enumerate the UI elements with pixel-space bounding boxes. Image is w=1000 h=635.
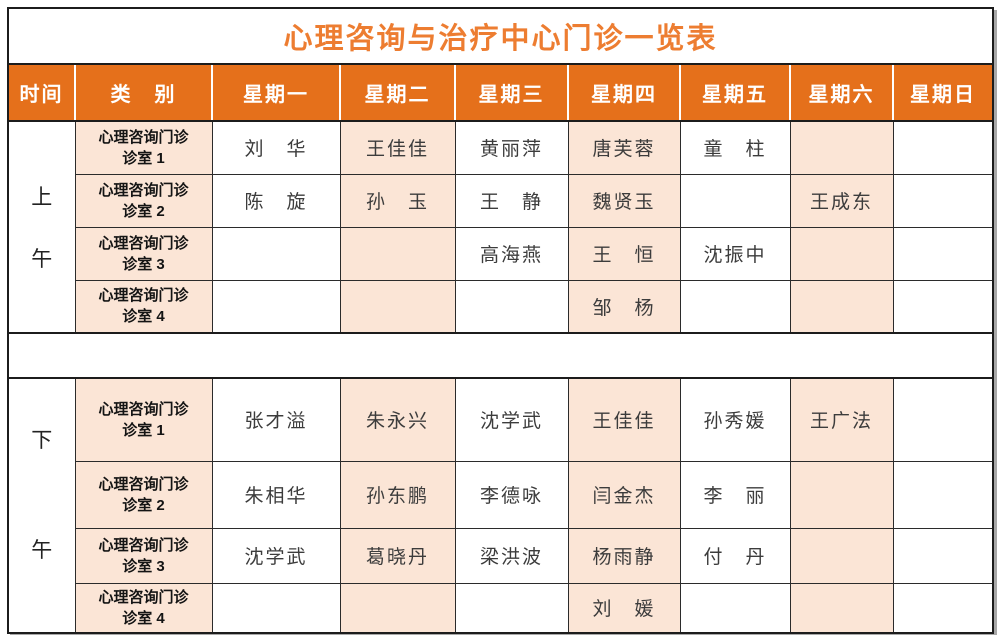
schedule-cell: 沈学武 (454, 377, 569, 462)
schedule-cell (892, 460, 994, 529)
schedule-cell: 李德咏 (454, 460, 569, 529)
table-row-morning-2: 心理咨询门诊 诊室 2 陈 旋 孙 玉 王 静 魏贤玉 王成东 (8, 173, 994, 228)
room-cell: 心理咨询门诊 诊室 1 (74, 120, 213, 175)
table-row-afternoon-1: 下 午 心理咨询门诊 诊室 1 张才溢 朱永兴 沈学武 王佳佳 孙秀媛 王广法 (7, 377, 994, 634)
schedule-cell: 王 静 (454, 173, 569, 228)
schedule-cell: 高海燕 (454, 226, 569, 281)
room-cell: 心理咨询门诊 诊室 2 (74, 173, 213, 228)
schedule-cell: 梁洪波 (454, 527, 569, 584)
room-cell: 心理咨询门诊 诊室 4 (74, 279, 213, 334)
schedule-cell: 王佳佳 (339, 120, 456, 175)
page-title: 心理咨询与治疗中心门诊一览表 (283, 23, 718, 55)
schedule-cell (892, 527, 994, 584)
schedule-table: 心理咨询与治疗中心门诊一览表 时间 类 别 星期一 星期二 星期三 星期四 星期… (6, 7, 995, 634)
schedule-cell (339, 226, 456, 281)
schedule-cell (679, 173, 791, 228)
room-cell: 心理咨询门诊 诊室 1 (74, 377, 213, 462)
schedule-cell: 闫金杰 (567, 460, 681, 529)
schedule-cell (211, 226, 341, 281)
schedule-cell: 朱相华 (211, 460, 341, 529)
schedule-cell: 张才溢 (211, 377, 341, 462)
header-cell-saturday: 星期六 (789, 63, 894, 122)
schedule-cell: 孙 玉 (339, 173, 456, 228)
table-row-morning-1: 上 午 心理咨询门诊 诊室 1 刘 华 王佳佳 黄丽萍 唐芙蓉 童 柱 (7, 120, 994, 334)
schedule-cell: 王广法 (789, 377, 894, 462)
schedule-cell: 沈振中 (679, 226, 791, 281)
schedule-cell (892, 173, 994, 228)
schedule-cell: 李 丽 (679, 460, 791, 529)
schedule-cell (454, 582, 569, 634)
room-cell: 心理咨询门诊 诊室 3 (74, 226, 213, 281)
room-cell: 心理咨询门诊 诊室 2 (74, 460, 213, 529)
schedule-cell (679, 582, 791, 634)
schedule-cell (892, 120, 994, 175)
schedule-cell: 孙秀媛 (679, 377, 791, 462)
schedule-cell: 邹 杨 (567, 279, 681, 334)
header-cell-category: 类 别 (74, 63, 213, 122)
schedule-cell: 沈学武 (211, 527, 341, 584)
period-char: 午 (31, 248, 53, 271)
header-row: 时间 类 别 星期一 星期二 星期三 星期四 星期五 星期六 星期日 (7, 63, 995, 122)
separator-row (6, 332, 995, 379)
schedule-cell: 魏贤玉 (567, 173, 681, 228)
schedule-cell (789, 460, 894, 529)
schedule-cell: 孙东鹏 (339, 460, 456, 529)
schedule-cell: 童 柱 (679, 120, 791, 175)
schedule-cell: 陈 旋 (211, 173, 341, 228)
schedule-cell: 唐芙蓉 (567, 120, 681, 175)
schedule-cell: 刘 媛 (567, 582, 681, 634)
schedule-cell: 朱永兴 (339, 377, 456, 462)
schedule-cell (892, 226, 994, 281)
schedule-cell: 葛晓丹 (339, 527, 456, 584)
schedule-cell (892, 377, 994, 462)
title-row: 心理咨询与治疗中心门诊一览表 (8, 8, 994, 65)
schedule-cell: 杨雨静 (567, 527, 681, 584)
schedule-cell: 王成东 (789, 173, 894, 228)
header-cell-tuesday: 星期二 (339, 63, 456, 122)
table-row-morning-3: 心理咨询门诊 诊室 3 高海燕 王 恒 沈振中 (8, 226, 994, 281)
room-cell: 心理咨询门诊 诊室 4 (74, 582, 213, 634)
table-row-afternoon-4: 心理咨询门诊 诊室 4 刘 媛 (8, 582, 994, 634)
header-cell-thursday: 星期四 (567, 63, 681, 122)
schedule-cell (789, 279, 894, 334)
schedule-cell (211, 279, 341, 334)
header-cell-sunday: 星期日 (891, 63, 995, 122)
schedule-cell (789, 582, 894, 634)
schedule-cell (789, 120, 894, 175)
header-cell-monday: 星期一 (211, 63, 341, 122)
schedule-cell: 王佳佳 (567, 377, 681, 462)
schedule-cell (789, 527, 894, 584)
header-cell-wednesday: 星期三 (454, 63, 569, 122)
period-char: 上 (31, 186, 53, 209)
time-cell-afternoon: 下 午 (7, 377, 76, 634)
schedule-cell (679, 279, 791, 334)
period-char: 下 (31, 428, 53, 452)
schedule-cell: 付 丹 (679, 527, 791, 584)
schedule-cell (454, 279, 569, 334)
schedule-cell: 王 恒 (567, 226, 681, 281)
schedule-cell (892, 279, 994, 334)
schedule-cell: 刘 华 (211, 120, 341, 175)
schedule-cell: 黄丽萍 (454, 120, 569, 175)
table-row-afternoon-2: 心理咨询门诊 诊室 2 朱相华 孙东鹏 李德咏 闫金杰 李 丽 (8, 460, 994, 529)
period-char: 午 (31, 538, 53, 562)
room-cell: 心理咨询门诊 诊室 3 (74, 527, 213, 584)
table-row-afternoon-3: 心理咨询门诊 诊室 3 沈学武 葛晓丹 梁洪波 杨雨静 付 丹 (8, 527, 994, 584)
schedule-cell (211, 582, 341, 634)
header-cell-friday: 星期五 (679, 63, 791, 122)
schedule-cell (339, 279, 456, 334)
schedule-cell (789, 226, 894, 281)
header-cell-time: 时间 (7, 63, 76, 122)
table-row-morning-4: 心理咨询门诊 诊室 4 邹 杨 (8, 279, 994, 334)
schedule-cell (339, 582, 456, 634)
time-cell-morning: 上 午 (7, 120, 76, 334)
schedule-cell (892, 582, 994, 634)
